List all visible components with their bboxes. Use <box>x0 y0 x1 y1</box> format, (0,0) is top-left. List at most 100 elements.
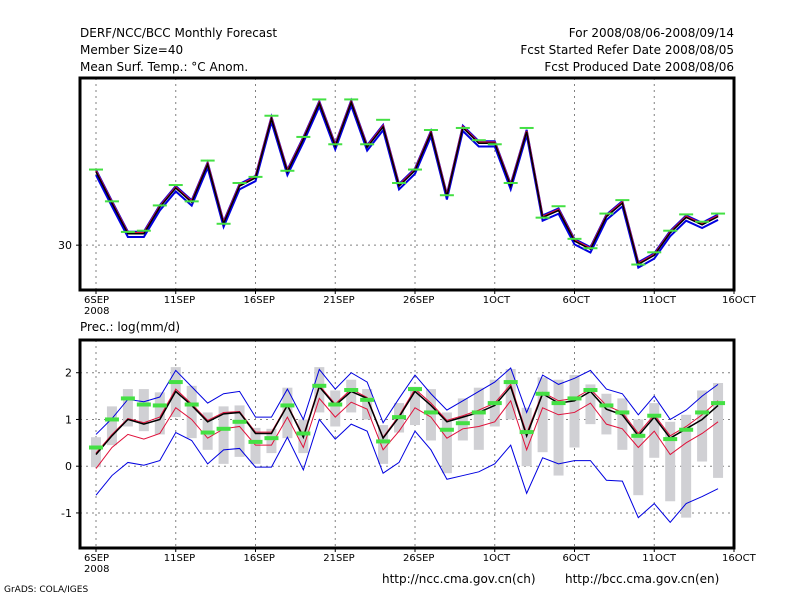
precip-x-year-label: 2008 <box>84 564 109 575</box>
temp-obs-marker <box>168 184 183 187</box>
precip-ensemble-box <box>234 405 245 457</box>
temp-x-tick-label: 16SEP <box>244 295 275 306</box>
precip-ensemble-box <box>633 419 644 496</box>
forecast-started-date: Fcst Started Refer Date 2008/08/05 <box>520 43 734 57</box>
precip-mean-line <box>95 385 719 456</box>
precip-ensemble-box <box>601 393 612 435</box>
precip-obs-marker <box>663 437 678 442</box>
forecast-period: For 2008/08/06-2008/09/14 <box>568 26 734 40</box>
precip-ensemble-box <box>314 367 325 413</box>
precip-x-tick-label: 11SEP <box>164 553 195 564</box>
precip-obs-marker <box>376 439 391 444</box>
temp-obs-marker <box>551 205 566 208</box>
precip-lower-line <box>95 397 719 469</box>
precip-min-line <box>95 418 719 524</box>
temp-obs-marker <box>519 126 534 129</box>
precip-ensemble-box <box>250 427 261 464</box>
precip-obs-marker <box>711 401 726 406</box>
temp-obs-marker <box>392 182 407 184</box>
precip-obs-marker <box>200 430 215 435</box>
url-en-link[interactable]: http://bcc.cma.gov.cn(en) <box>565 572 720 586</box>
temp-obs-marker <box>615 199 630 202</box>
precip-ensemble-box <box>282 387 293 439</box>
temp-obs-marker <box>312 98 327 101</box>
temp-obs-marker <box>583 247 598 250</box>
temp-x-tick-label: 21SEP <box>323 295 354 306</box>
temp-obs-marker <box>471 139 486 142</box>
forecast-produced-date: Fcst Produced Date 2008/08/06 <box>544 60 734 74</box>
precip-obs-marker <box>312 383 327 388</box>
precip-obs-marker <box>551 401 566 406</box>
precip-x-tick-label: 6SEP <box>84 553 109 564</box>
precip-obs-marker <box>567 396 582 401</box>
precip-ensemble-box <box>378 425 389 464</box>
temp-obs-marker <box>663 229 678 232</box>
temp-obs-marker <box>647 251 662 254</box>
precip-obs-marker <box>503 380 518 385</box>
temp-x-tick-label: 26SEP <box>403 295 434 306</box>
precip-obs-marker <box>535 391 550 396</box>
temp-obs-marker <box>408 168 422 171</box>
temp-obs-marker <box>328 143 343 146</box>
temp-obs-marker <box>280 169 295 172</box>
precip-ensemble-box <box>553 379 564 476</box>
precip-obs-marker <box>439 427 454 432</box>
precip-x-tick-label: 11OCT <box>642 553 677 564</box>
precip-ensemble-box <box>617 398 628 450</box>
precip-y-tick-label: 1 <box>65 413 72 426</box>
precip-obs-marker <box>328 402 343 407</box>
temp-obs-marker <box>599 212 614 215</box>
precip-obs-marker <box>280 403 295 408</box>
precip-ensemble-box <box>154 392 165 435</box>
temp-x-tick-label: 16OCT <box>722 295 757 306</box>
precip-obs-marker <box>599 403 614 408</box>
precip-obs-marker <box>423 410 438 415</box>
precip-ensemble-box <box>457 398 468 441</box>
precip-ensemble-box <box>106 406 117 446</box>
precip-obs-marker <box>679 427 694 432</box>
temp-obs-marker <box>136 229 151 232</box>
precip-x-tick-label: 6OCT <box>563 553 591 564</box>
temp-obs-marker <box>344 98 359 101</box>
precip-ensemble-box <box>266 428 277 454</box>
precip-frame <box>78 338 736 550</box>
temp-x-tick-label: 6SEP <box>84 295 109 306</box>
precip-obs-marker <box>248 439 263 444</box>
precip-ensemble-box <box>330 390 341 427</box>
temp-obs-marker <box>376 118 391 121</box>
precip-ensemble-box <box>697 390 708 462</box>
precip-obs-marker <box>152 403 167 408</box>
precip-obs-marker <box>631 433 646 438</box>
temp-x-tick-label: 11OCT <box>642 295 677 306</box>
precip-obs-marker <box>695 410 710 415</box>
temp-obs-marker <box>487 143 502 146</box>
precip-ensemble-box <box>681 414 692 518</box>
temp-obs-marker <box>711 212 726 215</box>
temp-obs-marker <box>104 200 119 203</box>
precip-x-tick-label: 21SEP <box>323 553 354 564</box>
temp-obs-marker <box>232 182 247 184</box>
precip-obs-marker <box>264 436 279 441</box>
precip-obs-marker <box>120 396 135 401</box>
temp-x-tick-label: 1OCT <box>483 295 511 306</box>
temp-obs-marker <box>423 129 438 131</box>
temp-obs-marker <box>248 175 263 178</box>
grads-credit: GrADS: COLA/IGES <box>4 585 89 595</box>
precip-ensemble-box <box>138 389 149 432</box>
precip-x-tick-label: 26SEP <box>403 553 434 564</box>
chart-title: DERF/NCC/BCC Monthly Forecast <box>80 26 278 40</box>
url-ch-link[interactable]: http://ncc.cma.gov.cn(ch) <box>382 572 536 586</box>
precip-obs-marker <box>104 417 119 422</box>
precip-ensemble-box <box>362 389 373 420</box>
precip-max-line <box>95 367 719 435</box>
precip-obs-marker <box>519 430 534 435</box>
temp-x-tick-label: 6OCT <box>563 295 591 306</box>
precip-obs-marker <box>184 402 199 407</box>
precip-x-tick-label: 1OCT <box>483 553 511 564</box>
precip-obs-marker <box>408 387 422 392</box>
precip-ensemble-box <box>585 384 596 425</box>
precip-ensemble-box <box>441 412 452 474</box>
precip-ensemble-box <box>410 386 420 426</box>
temp-obs-marker <box>439 194 454 197</box>
